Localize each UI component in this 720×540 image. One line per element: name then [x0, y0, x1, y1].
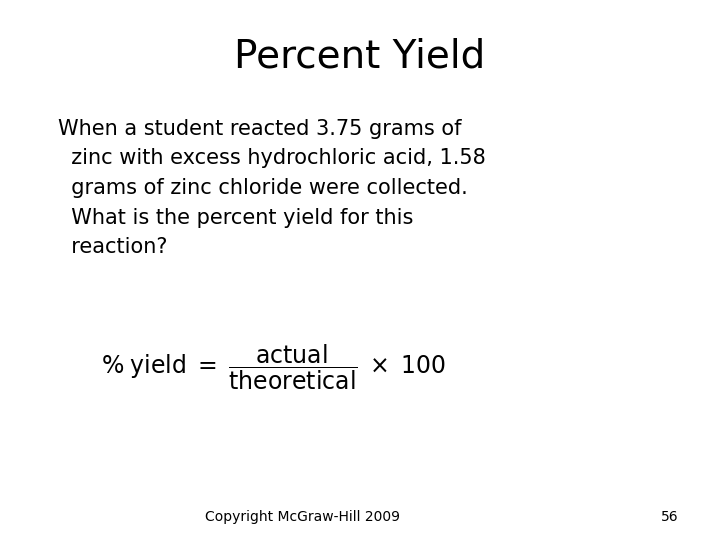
Text: 56: 56: [661, 510, 678, 524]
Text: When a student reacted 3.75 grams of
  zinc with excess hydrochloric acid, 1.58
: When a student reacted 3.75 grams of zin…: [58, 119, 485, 257]
Text: Copyright McGraw-Hill 2009: Copyright McGraw-Hill 2009: [205, 510, 400, 524]
Text: Percent Yield: Percent Yield: [235, 38, 485, 76]
Text: $\% \; \mathrm{yield} \; = \; \dfrac{\mathrm{actual}}{\mathrm{theoretical}} \; \: $\% \; \mathrm{yield} \; = \; \dfrac{\ma…: [102, 342, 446, 392]
